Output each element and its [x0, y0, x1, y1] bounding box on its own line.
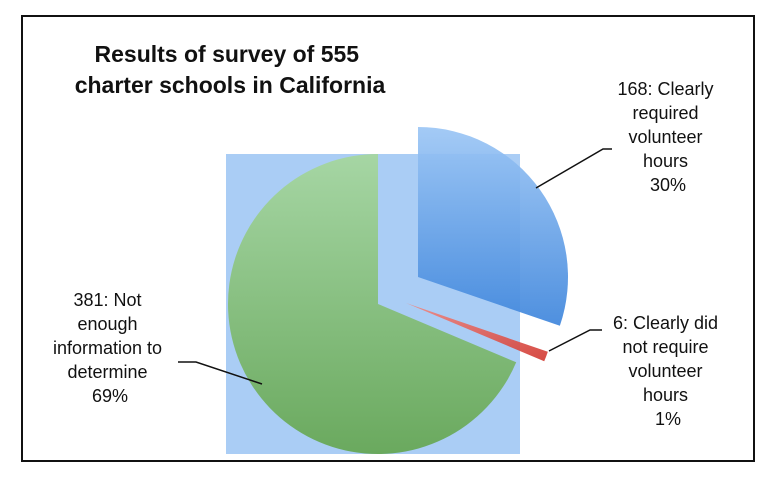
- slice-label-required-line-4: hours: [643, 151, 688, 171]
- slice-label-not-enough-line-3: information to: [53, 338, 162, 358]
- slice-label-not-required-line-2: not require: [622, 337, 708, 357]
- slice-label-required-line-2: required: [632, 103, 698, 123]
- leader-line-not-enough: [178, 361, 263, 385]
- slice-label-not-enough-line-4: determine: [67, 362, 147, 382]
- slice-label-not-required-percent: 1%: [655, 409, 681, 429]
- slice-label-not-enough-line-2: enough: [77, 314, 137, 334]
- pie-slice-not-enough: [228, 154, 517, 455]
- slice-label-not-enough-line-1: 381: Not: [73, 290, 141, 310]
- chart-title: Results of survey of 555 charter schools…: [75, 41, 386, 98]
- slice-label-not-required-line-3: volunteer: [628, 361, 702, 381]
- slice-label-required-line-1: 168: Clearly: [617, 79, 713, 99]
- leader-line-required: [535, 148, 612, 189]
- slice-label-not-required-line-4: hours: [643, 385, 688, 405]
- slice-label-required-percent: 30%: [650, 175, 686, 195]
- slice-label-not-required-line-1: 6: Clearly did: [613, 313, 718, 333]
- chart-title-line-2: charter schools in California: [75, 72, 386, 98]
- slice-label-required-line-3: volunteer: [628, 127, 702, 147]
- slice-label-required: 168: Clearly required volunteer hours 30…: [617, 79, 718, 195]
- chart-title-line-1: Results of survey of 555: [95, 41, 360, 67]
- slice-label-not-enough: 381: Not enough information to determine…: [53, 290, 167, 406]
- slice-label-not-enough-percent: 69%: [92, 386, 128, 406]
- leader-line-not-required: [548, 329, 602, 352]
- pie-slice-not-required: [406, 303, 548, 362]
- slice-label-not-required: 6: Clearly did not require volunteer hou…: [613, 313, 723, 429]
- pie-slices: [228, 127, 569, 455]
- pie-slice-required: [418, 127, 569, 326]
- leader-lines: [178, 148, 612, 385]
